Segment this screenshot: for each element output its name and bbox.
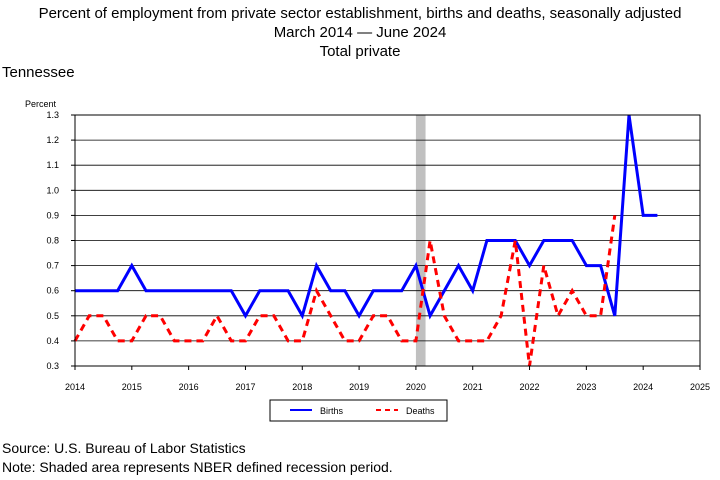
x-tick-label: 2023	[576, 382, 596, 392]
y-tick-label: 0.7	[46, 261, 59, 271]
y-tick-label: 1.3	[46, 110, 59, 120]
y-tick-label: 0.5	[46, 311, 59, 321]
chart-subtitle: Total private	[319, 43, 401, 60]
y-tick-label: 1.0	[46, 185, 59, 195]
y-tick-label: 1.1	[46, 160, 59, 170]
legend: Births Deaths	[269, 399, 448, 422]
y-tick-label: 0.4	[46, 336, 59, 346]
series-line-births	[75, 114, 658, 320]
axis-ticks: 0.3 0.4 0.5 0.6 0.7 0.8 0.9 1.0 1.1 1.2 1.3 2014 201…	[46, 110, 710, 392]
recession-note: Note: Shaded area represents NBER define…	[2, 459, 393, 475]
x-tick-label: 2021	[463, 382, 483, 392]
chart-date-range: March 2014 — June 2024	[273, 24, 447, 41]
x-tick-label: 2015	[122, 382, 142, 392]
source-note: Source: U.S. Bureau of Labor Statistics	[2, 440, 246, 456]
x-tick-label: 2016	[179, 382, 199, 392]
x-tick-label: 2014	[65, 382, 85, 392]
y-tick-label: 0.6	[46, 286, 59, 296]
y-tick-label: 1.2	[46, 135, 59, 145]
legend-label-deaths: Deaths	[406, 406, 435, 416]
x-tick-label: 2024	[633, 382, 653, 392]
series-lines	[73, 114, 658, 367]
y-tick-label: 0.8	[46, 236, 59, 246]
region-label: Tennessee	[2, 64, 75, 81]
x-tick-label: 2022	[520, 382, 540, 392]
y-tick-label: 0.3	[46, 361, 59, 371]
x-tick-label: 2020	[406, 382, 426, 392]
legend-box	[269, 399, 448, 422]
x-tick-label: 2025	[690, 382, 710, 392]
y-axis-label: Percent	[25, 99, 57, 109]
x-tick-label: 2019	[349, 382, 369, 392]
y-tick-label: 0.9	[46, 210, 59, 220]
series-line-deaths	[73, 215, 617, 367]
gridlines	[75, 139, 700, 342]
x-tick-label: 2017	[235, 382, 255, 392]
chart-title: Percent of employment from private secto…	[38, 5, 682, 22]
legend-label-births: Births	[320, 406, 344, 416]
x-tick-label: 2018	[292, 382, 312, 392]
